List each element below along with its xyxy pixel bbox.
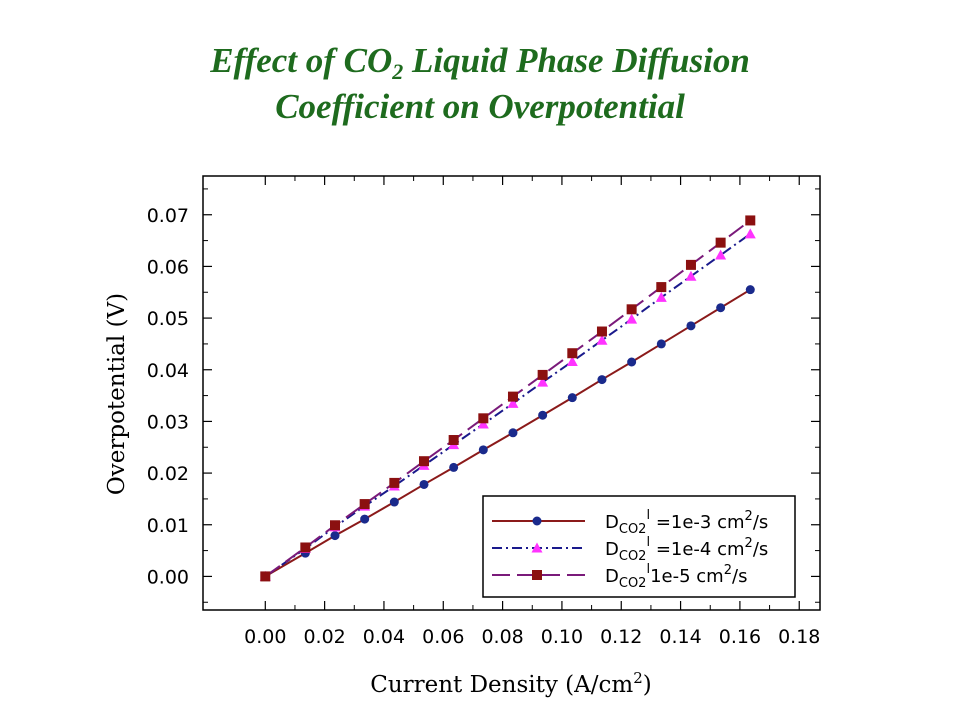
data-point: [596, 334, 608, 345]
data-point: [744, 228, 756, 239]
plot-frame: [202, 175, 821, 611]
y-tick-label: 0.03: [147, 411, 189, 433]
data-point: [627, 357, 637, 367]
x-tick-label: 0.04: [363, 626, 405, 648]
series-1: [260, 285, 755, 581]
data-point: [745, 215, 756, 226]
x-tick-label: 0.18: [778, 626, 820, 648]
y-axis-title: Overpotential (V): [104, 293, 130, 495]
data-point: [448, 435, 459, 446]
x-tick-label: 0.16: [719, 626, 761, 648]
data-point: [538, 410, 548, 420]
x-tick-label: 0.02: [303, 626, 345, 648]
x-tick-label: 0.06: [422, 626, 464, 648]
x-tick-label: 0.00: [244, 626, 286, 648]
x-axis-title: Current Density (A/cm2): [370, 669, 652, 698]
data-point: [389, 477, 400, 488]
chart-title: Effect of CO2 Liquid Phase Diffusion Coe…: [0, 38, 960, 130]
data-point: [655, 291, 667, 302]
legend-label: DCO2l1e-5 cm2/s: [605, 562, 747, 591]
data-point: [626, 313, 638, 324]
data-point: [260, 571, 271, 582]
series-3: [260, 215, 756, 582]
data-point: [567, 348, 578, 359]
legend-marker: [532, 516, 542, 526]
data-point: [745, 285, 755, 295]
data-point: [478, 445, 488, 455]
data-point: [715, 249, 727, 260]
data-point: [537, 369, 548, 380]
data-point: [566, 355, 578, 366]
data-point: [597, 375, 607, 385]
legend-entry-1: DCO2l =1e-3 cm2/s: [492, 508, 768, 537]
data-point: [360, 514, 370, 524]
data-point: [330, 531, 340, 541]
title-line-2: Coefficient on Overpotential: [275, 87, 685, 126]
data-point: [656, 339, 666, 349]
legend-label: DCO2l =1e-3 cm2/s: [605, 508, 768, 537]
x-tick-label: 0.12: [600, 626, 642, 648]
y-tick-label: 0.00: [147, 566, 189, 588]
data-point: [330, 520, 341, 531]
legend-marker: [531, 542, 543, 553]
series-group: [259, 215, 756, 582]
data-point: [685, 259, 696, 270]
data-point: [656, 282, 667, 293]
data-point: [300, 542, 311, 553]
title-line-1: Effect of CO2 Liquid Phase Diffusion: [0, 38, 960, 84]
data-point: [359, 499, 370, 510]
data-point: [478, 413, 489, 424]
title-text-b: Liquid Phase Diffusion: [403, 41, 750, 80]
title-subscript: 2: [392, 59, 404, 84]
data-point: [685, 270, 697, 281]
y-tick-label: 0.02: [147, 463, 189, 485]
legend-entry-3: DCO2l1e-5 cm2/s: [492, 562, 747, 591]
legend-entry-2: DCO2l =1e-4 cm2/s: [492, 535, 768, 564]
data-point: [596, 326, 607, 337]
data-point: [477, 418, 489, 429]
axis-ticks: [203, 176, 820, 610]
data-point: [419, 479, 429, 489]
data-point: [716, 303, 726, 313]
x-tick-label: 0.14: [659, 626, 701, 648]
data-point: [686, 321, 696, 331]
data-point: [449, 462, 459, 472]
data-point: [507, 397, 519, 408]
data-point: [537, 376, 549, 387]
data-point: [418, 456, 429, 467]
tick-labels: 0.00 0.02 0.04 0.06 0.08 0.10 0.12 0.14 0.16 0.18…: [147, 205, 821, 648]
data-point: [715, 237, 726, 248]
y-tick-label: 0.04: [147, 360, 189, 382]
data-point: [507, 391, 518, 402]
data-point: [389, 497, 399, 507]
x-tick-label: 0.10: [541, 626, 583, 648]
x-tick-label: 0.08: [481, 626, 523, 648]
title-text-a: Effect of CO: [210, 41, 393, 80]
y-tick-label: 0.07: [147, 205, 189, 227]
data-point: [626, 304, 637, 315]
legend-marker: [532, 570, 542, 580]
data-point: [508, 428, 518, 438]
y-tick-label: 0.06: [147, 256, 189, 278]
y-tick-label: 0.05: [147, 308, 189, 330]
y-tick-label: 0.01: [147, 515, 189, 537]
data-point: [567, 393, 577, 403]
legend-label: DCO2l =1e-4 cm2/s: [605, 535, 768, 564]
